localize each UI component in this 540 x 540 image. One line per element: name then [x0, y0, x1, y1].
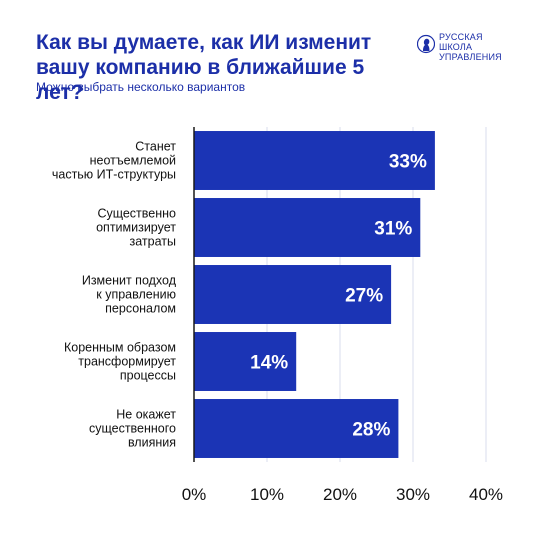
- x-tick-label: 30%: [396, 485, 430, 504]
- category-label-line: затраты: [130, 235, 176, 249]
- bar: [194, 399, 399, 458]
- category-label-line: Станет: [135, 140, 176, 154]
- chart-subtitle: Можно выбрать несколько вариантов: [36, 80, 246, 94]
- x-tick-label: 0%: [182, 485, 207, 504]
- category-label: Коренным образом трансформирует процессы: [64, 341, 176, 383]
- category-label-line: оптимизирует: [96, 221, 176, 235]
- category-label-line: Не окажет: [116, 408, 176, 422]
- bar-value-label: 31%: [374, 219, 412, 240]
- category-label-line: процессы: [120, 369, 176, 383]
- category-label-line: Изменит подход: [82, 274, 177, 288]
- category-label: Не окажет существенного влияния: [89, 408, 176, 450]
- category-label-line: Существенно: [97, 207, 176, 221]
- category-label-line: неотъемлемой: [90, 154, 176, 168]
- logo-text-line-3: УПРАВЛЕНИЯ: [439, 52, 502, 62]
- x-tick-label: 40%: [469, 485, 503, 504]
- category-label-line: влияния: [128, 436, 176, 450]
- category-label: Существенно оптимизирует затраты: [96, 207, 176, 249]
- bar: [194, 131, 435, 190]
- category-label-line: персоналом: [105, 302, 176, 316]
- x-tick-label: 20%: [323, 485, 357, 504]
- category-label-line: трансформирует: [78, 355, 176, 369]
- bar-value-label: 27%: [345, 286, 383, 307]
- category-label-line: Коренным образом: [64, 341, 176, 355]
- category-label-line: существенного: [89, 422, 176, 436]
- bust-silhouette-icon: [417, 34, 435, 54]
- bar-value-label: 33%: [389, 152, 427, 173]
- category-label: Изменит подход к управлению персоналом: [82, 274, 177, 316]
- logo-text-line-2: ШКОЛА: [439, 42, 473, 52]
- chart-title-line-1: Как вы думаете, как ИИ изменит: [36, 31, 372, 54]
- logo-text-line-1: РУССКАЯ: [439, 32, 483, 42]
- bar-value-label: 14%: [250, 353, 288, 374]
- bar-value-label: 28%: [352, 420, 390, 441]
- category-label-line: частью ИТ-структуры: [52, 168, 176, 182]
- bar: [194, 332, 297, 391]
- brand-logo: РУССКАЯ ШКОЛА УПРАВЛЕНИЯ: [417, 30, 527, 64]
- bar: [194, 265, 392, 324]
- chart-title: Как вы думаете, как ИИ изменит вашу комп…: [36, 30, 396, 105]
- logo-wordmark: РУССКАЯ ШКОЛА УПРАВЛЕНИЯ: [439, 32, 502, 62]
- chart-title-line-2: вашу компанию в ближайшие 5 лет?: [36, 56, 365, 104]
- bar: [194, 198, 421, 257]
- category-label: Станет неотъемлемой частью ИТ-структуры: [52, 140, 176, 182]
- x-tick-label: 10%: [250, 485, 284, 504]
- category-label-line: к управлению: [96, 288, 176, 302]
